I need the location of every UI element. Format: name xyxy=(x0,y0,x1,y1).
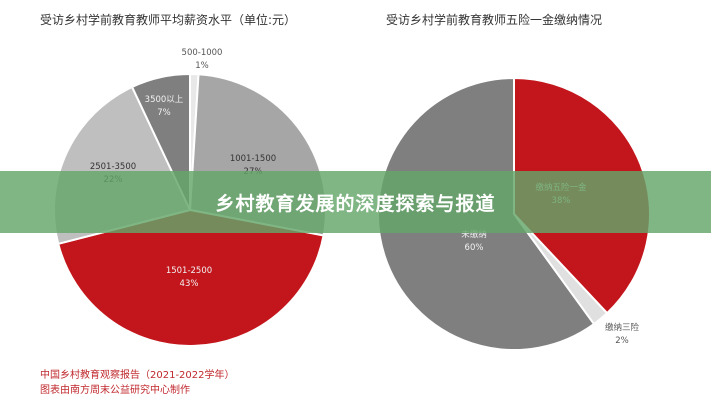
insurance-label-1: 缴纳三险 xyxy=(605,322,640,333)
salary-pie: 500-10001%1001-150027%1501-250043%2501-3… xyxy=(53,48,327,347)
insurance-chart-title: 受访乡村学前教育教师五险一金缴纳情况 xyxy=(386,12,602,27)
title-banner: 乡村教育发展的深度探索与报道 xyxy=(0,171,711,233)
salary-value-2: 43% xyxy=(180,279,199,289)
salary-value-0: 1% xyxy=(195,61,209,71)
salary-label-3: 2501-3500 xyxy=(90,162,136,172)
salary-label-0: 500-1000 xyxy=(182,48,223,58)
source-line-2: 图表由南方周末公益研究中心制作 xyxy=(40,383,190,396)
salary-label-2: 1501-2500 xyxy=(166,266,212,276)
insurance-value-2: 60% xyxy=(465,243,484,253)
insurance-label-2: 未缴纳 xyxy=(461,229,487,240)
banner-title: 乡村教育发展的深度探索与报道 xyxy=(215,192,496,215)
salary-label-1: 1001-1500 xyxy=(230,154,276,164)
salary-label-4: 3500以上 xyxy=(145,95,184,105)
insurance-value-1: 2% xyxy=(615,336,629,346)
salary-slice-2 xyxy=(57,208,325,347)
source-line-1: 中国乡村教育观察报告（2021-2022学年） xyxy=(40,368,235,381)
salary-value-4: 7% xyxy=(157,108,171,118)
salary-chart-title: 受访乡村学前教育教师平均薪资水平（单位:元） xyxy=(40,12,296,27)
